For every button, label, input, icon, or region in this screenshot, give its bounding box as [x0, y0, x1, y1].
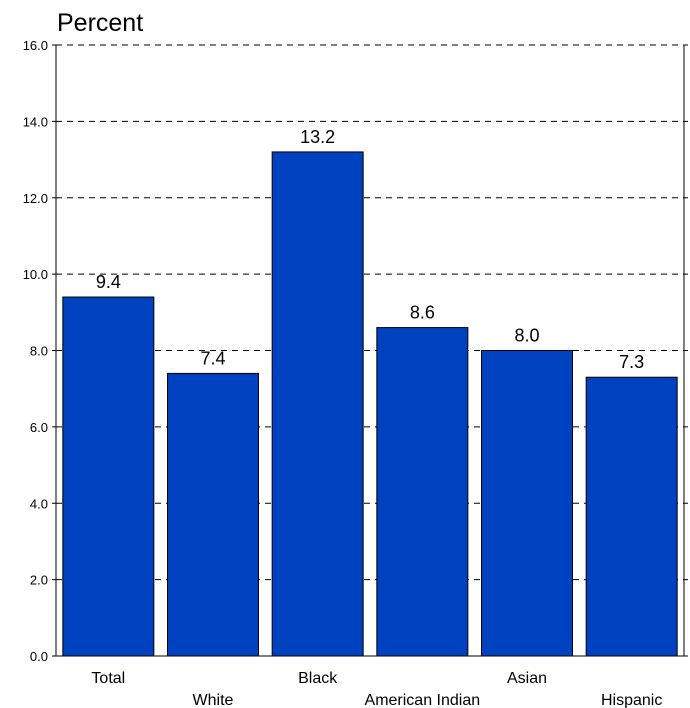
bar-value-label: 13.2: [300, 127, 335, 147]
axes: [52, 44, 688, 657]
y-tick-label: 16.0: [23, 38, 48, 53]
y-tick-label: 12.0: [23, 191, 48, 206]
bar: [376, 327, 469, 657]
y-tick-label: 4.0: [30, 496, 48, 511]
category-label: Total: [91, 670, 125, 687]
y-tick-label: 0.0: [30, 649, 48, 664]
category-label: American Indian: [365, 692, 481, 708]
y-tick-label: 10.0: [23, 267, 48, 282]
bars: [62, 151, 678, 657]
bar-value-label: 7.3: [619, 352, 644, 372]
bar: [167, 372, 259, 657]
bar-value-label: 7.4: [200, 348, 225, 368]
category-label: Black: [298, 670, 338, 687]
gridlines: [56, 44, 684, 581]
y-tick-label: 8.0: [30, 344, 48, 359]
y-tick-label: 14.0: [23, 114, 48, 129]
bar: [585, 376, 678, 657]
category-label: Hispanic: [601, 692, 662, 708]
bar: [481, 350, 573, 657]
bar-value-label: 8.6: [410, 303, 435, 323]
bar: [62, 296, 155, 657]
labels: 0.0 2.0 4.0 6.0 8.0 10.0 12.0 14.0 16.0 9.4 Total 7…: [23, 38, 663, 708]
category-label: Asian: [507, 670, 547, 687]
y-tick-label: 2.0: [30, 573, 48, 588]
bar: [271, 151, 364, 657]
y-tick-label: 6.0: [30, 420, 48, 435]
category-label: White: [193, 692, 234, 708]
y-axis-title: Percent: [57, 9, 143, 37]
bar-value-label: 9.4: [96, 272, 121, 292]
bar-value-label: 8.0: [514, 326, 539, 346]
